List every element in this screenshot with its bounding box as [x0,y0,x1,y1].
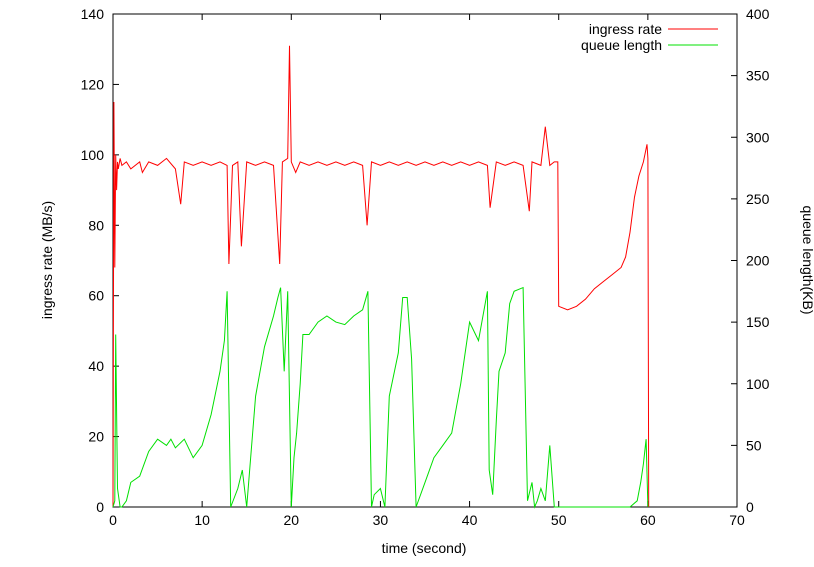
series-layer [112,45,650,509]
right-y-axis-title: queue length(KB) [800,206,814,315]
y-tick-label: 140 [81,6,105,22]
y2-tick-label: 150 [746,314,770,330]
y2-tick-label: 400 [746,6,770,22]
left-y-axis-title: ingress rate (MB/s) [39,201,55,319]
x-tick-label: 0 [109,512,117,528]
series-line-ingress-rate [112,45,650,508]
x-tick-label: 30 [373,512,389,528]
y-tick-label: 100 [81,147,105,163]
x-tick-label: 40 [462,512,478,528]
y-tick-label: 40 [88,358,104,374]
legend: ingress rate queue length [581,21,718,53]
plot-frame [112,13,738,508]
y-tick-label: 60 [88,288,104,304]
y2-tick-label: 100 [746,376,770,392]
x-tick-label: 60 [640,512,656,528]
plot-border [112,13,738,508]
y2-tick-label: 50 [746,437,762,453]
y-tick-label: 80 [88,217,104,233]
x-axis-title: time (second) [382,540,467,556]
y2-tick-label: 350 [746,68,770,84]
x-tick-label: 50 [551,512,567,528]
x-tick-label: 10 [194,512,210,528]
y-tick-label: 20 [88,429,104,445]
left-y-axis: 0 20 40 60 80 100 120 140 [81,6,119,515]
right-y-axis: 0 50 100 150 200 250 300 350 400 [731,6,770,515]
y-tick-label: 120 [81,76,105,92]
y-tick-label: 0 [96,499,104,515]
x-tick-label: 20 [283,512,299,528]
y2-tick-label: 250 [746,191,770,207]
y2-tick-label: 300 [746,129,770,145]
x-axis: 0 10 20 30 40 50 60 70 [109,14,745,528]
x-tick-label: 70 [729,512,745,528]
series-line-queue-length [112,286,649,509]
y2-tick-label: 200 [746,253,770,269]
legend-label-queue-length: queue length [581,37,662,53]
y2-tick-label: 0 [746,499,754,515]
legend-label-ingress-rate: ingress rate [589,21,662,37]
